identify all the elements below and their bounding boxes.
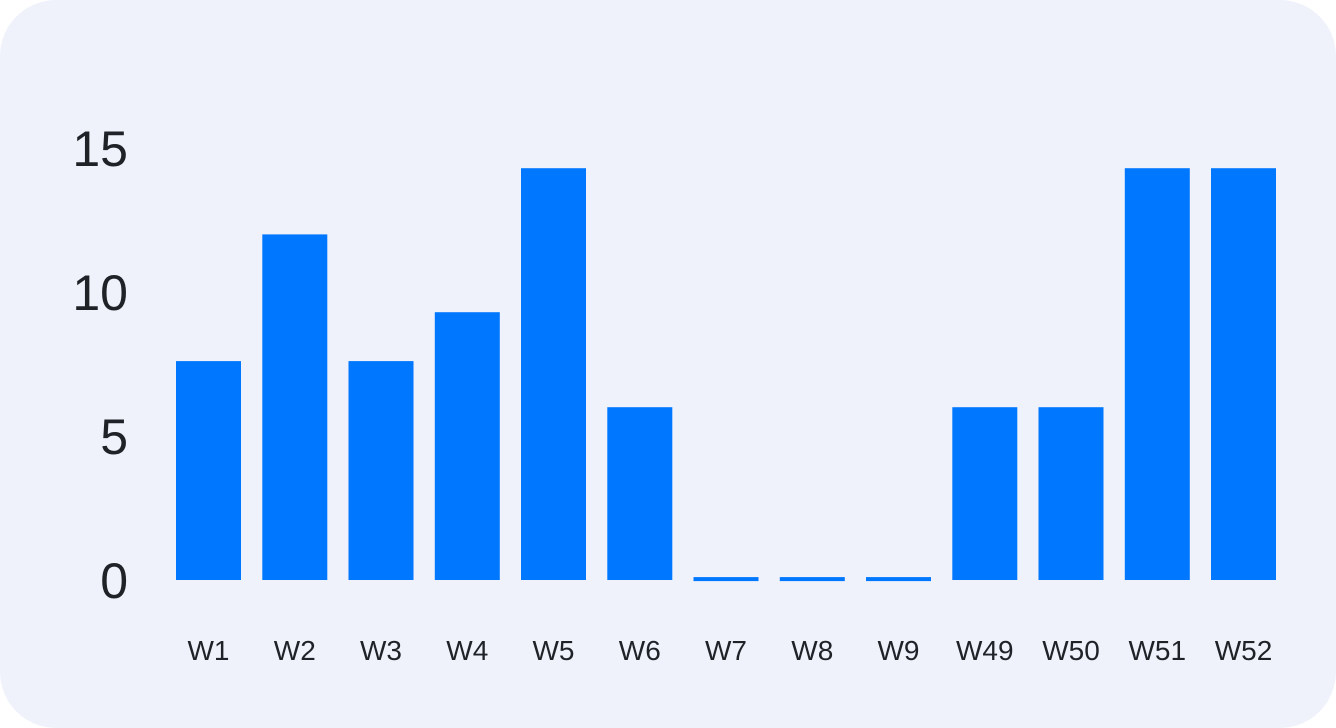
x-tick-label: W5 [533,635,575,666]
x-tick-label: W4 [446,635,488,666]
x-tick-label: W51 [1129,635,1187,666]
x-tick-label: W52 [1215,635,1273,666]
bar-w51 [1124,168,1190,580]
x-tick-label: W50 [1042,635,1100,666]
bar-w5 [521,168,586,580]
bar-w4 [434,312,500,580]
bar-w6 [607,407,673,580]
bar-w50 [1038,407,1104,580]
x-tick-label: W8 [791,635,833,666]
x-tick-label: W3 [360,635,402,666]
x-tick-label: W49 [956,635,1014,666]
bar-w3 [348,361,414,580]
bar-w8 [779,577,845,582]
x-tick-label: W9 [878,635,920,666]
bars [176,168,1276,582]
bar-w2 [262,234,328,580]
x-tick-label: W1 [188,635,230,666]
x-tick-label: W6 [619,635,661,666]
x-tick-label: W2 [274,635,316,666]
bar-w1 [176,361,241,580]
bar-w52 [1211,168,1276,580]
y-tick-label: 10 [72,265,128,321]
y-axis-ticks: 0 5 10 15 [72,121,128,609]
x-axis-ticks: W1 W2 W3 W4 W5 W6 W7 W8 W9 W49 W50 W51 W52 [188,635,1273,666]
bar-w7 [693,577,759,582]
y-tick-label: 0 [100,553,128,609]
bar-w9 [866,577,931,582]
y-tick-label: 5 [100,409,128,465]
bar-w49 [952,407,1018,580]
x-tick-label: W7 [705,635,747,666]
y-tick-label: 15 [72,121,128,177]
